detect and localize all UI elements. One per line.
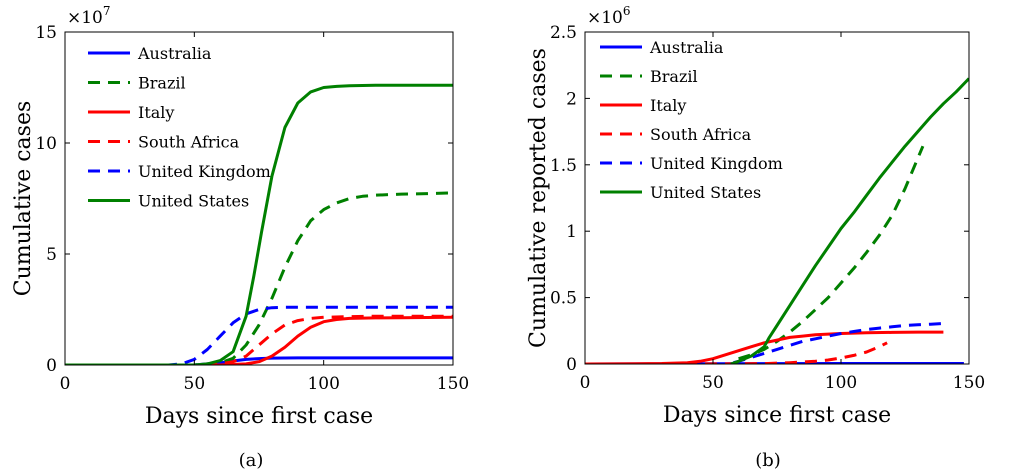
y-multiplier-exponent: 7	[103, 4, 111, 18]
x-tick-label: 150	[437, 374, 469, 394]
axes-box	[584, 31, 970, 365]
x-tick-label: 0	[60, 374, 71, 394]
x-tick-label: 100	[825, 373, 857, 393]
legend-entry: United States	[138, 192, 249, 211]
series-line-united-states	[730, 77, 969, 364]
y-multiplier: ×107	[67, 4, 111, 28]
series-line-italy	[65, 315, 453, 365]
y-tick-label: 2	[566, 89, 577, 109]
x-tick-label: 150	[953, 373, 985, 393]
legend-entry: Brazil	[650, 67, 698, 86]
legend-entry: Brazil	[138, 74, 186, 93]
y-multiplier: ×106	[587, 4, 631, 28]
y-multiplier-exponent: 6	[623, 4, 631, 18]
series-line-brazil	[738, 145, 925, 361]
legend: Australia Brazil Italy South Africa United K…	[88, 44, 271, 211]
legend-entry: South Africa	[650, 125, 752, 144]
figure-caption: (a)	[239, 450, 264, 471]
x-tick-label: 50	[702, 373, 724, 393]
chart-a: 0 50 100 150 0 5 10 15 ×107 Days since first case…	[11, 4, 469, 471]
y-axis-label: Cumulative reported cases	[526, 48, 551, 348]
x-axis-label: Days since first case	[663, 403, 891, 428]
legend: Australia Brazil Italy South Africa United K…	[600, 38, 783, 202]
legend-entry: Italy	[138, 103, 174, 122]
y-tick-label: 5	[46, 245, 57, 265]
series-line-brazil	[65, 191, 453, 365]
y-tick-label: 15	[35, 23, 57, 43]
y-multiplier-base: ×10	[67, 8, 103, 28]
x-tick-label: 50	[184, 374, 206, 394]
x-tick-label: 0	[580, 373, 591, 393]
x-axis-label: Days since first case	[145, 404, 373, 429]
y-axis-label: Cumulative cases	[11, 101, 36, 297]
legend-entry: Italy	[650, 96, 686, 115]
y-tick-label: 1.5	[550, 156, 577, 176]
series-line-united-kingdom	[733, 322, 944, 364]
plot-area	[65, 83, 453, 365]
axes-box	[64, 31, 454, 366]
figure-caption: (b)	[755, 450, 781, 471]
legend-entry: United Kingdom	[650, 154, 783, 173]
y-tick-label: 0.5	[550, 289, 577, 309]
series-line-united-kingdom	[65, 305, 453, 365]
chart-b: 0 50 100 150 0 0.5 1 1.5 2 2.5 ×106 Days since firs…	[526, 4, 985, 471]
legend-entry: United Kingdom	[138, 162, 271, 181]
x-tick-label: 100	[307, 374, 339, 394]
y-multiplier-base: ×10	[587, 8, 623, 28]
legend-entry: United States	[650, 183, 761, 202]
legend-entry: Australia	[137, 44, 212, 63]
y-tick-label: 0	[46, 356, 57, 376]
plot-area	[585, 77, 969, 364]
legend-entry: Australia	[649, 38, 724, 57]
legend-entry: South Africa	[138, 133, 240, 152]
y-tick-label: 2.5	[550, 23, 577, 43]
y-tick-label: 1	[566, 222, 577, 242]
y-tick-label: 0	[566, 355, 577, 375]
series-line-united-states	[65, 83, 453, 365]
y-tick-label: 10	[35, 134, 57, 154]
